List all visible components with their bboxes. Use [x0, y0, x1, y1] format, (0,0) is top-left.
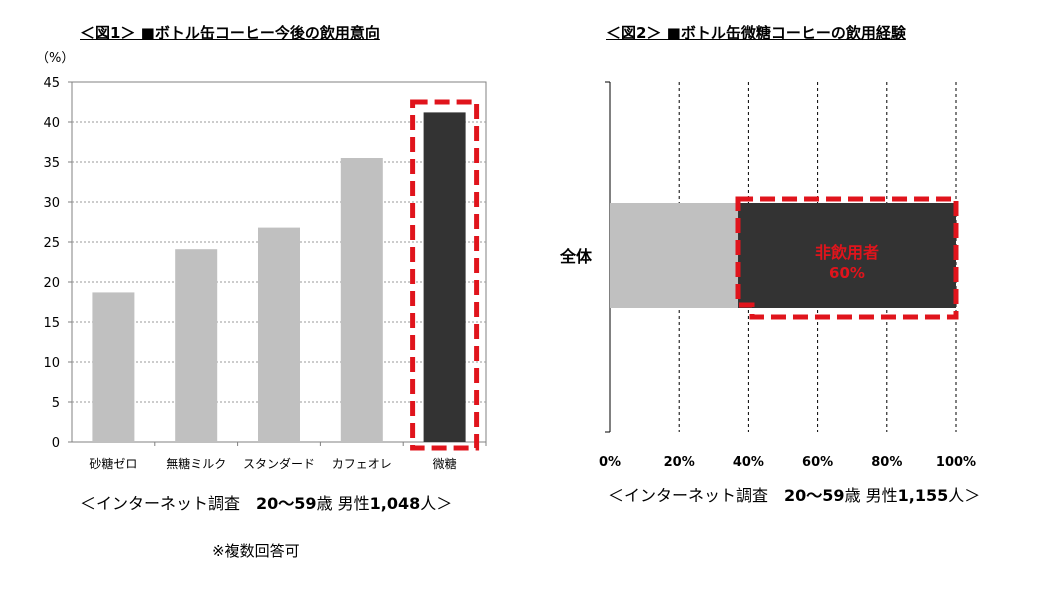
chart2-bar-segment-1	[610, 203, 739, 308]
chart1-bar-5	[423, 112, 466, 443]
chart2-title: ＜図2＞ ■ボトル缶微糖コーヒーの飲用経験	[606, 24, 906, 42]
chart1-x-tick-label: カフェオレ	[332, 457, 392, 471]
chart1-x-tick-label: 砂糖ゼロ	[89, 456, 137, 471]
chart1-y-tick-label: 30	[43, 196, 60, 211]
chart1-survey-note: ＜インターネット調査 20～59歳 男性1,048人＞	[80, 490, 452, 514]
chart2-note-prefix: ＜インターネット調査	[608, 486, 785, 505]
chart1: 0 5 10 15 20 25 30 35 40 45 （%） 砂糖ゼロ 無糖ミルク スタンダード カフェオ…	[36, 51, 487, 471]
chart1-highlight-box	[410, 99, 480, 451]
chart2-category-label: 全体	[559, 247, 593, 266]
chart1-y-tick-label: 5	[52, 396, 60, 411]
chart1-y-tick-label: 45	[43, 76, 60, 91]
chart2-data-label-name: 非飲用者	[815, 243, 879, 262]
chart2: 0% 20% 40% 60% 80% 100% 非飲用者 60% 全体	[559, 81, 976, 470]
chart1-bar-2	[175, 249, 218, 442]
chart2-data-label-value: 60%	[829, 264, 865, 282]
chart2-x-tick-label: 20%	[664, 455, 695, 470]
chart1-bar-1	[92, 292, 135, 442]
chart1-y-tick-label: 35	[43, 156, 60, 171]
chart1-y-tick-label: 15	[43, 316, 60, 331]
chart1-x-tick-label: 無糖ミルク	[166, 456, 226, 471]
chart1-note-prefix: ＜インターネット調査	[80, 494, 257, 513]
chart2-note-age-unit: 歳 男性	[844, 486, 898, 505]
chart1-note-count: 1,048	[369, 494, 421, 513]
chart1-x-tick-label: スタンダード	[243, 456, 315, 471]
chart2-x-tick-label: 100%	[936, 455, 976, 470]
chart1-x-tick-label: 微糖	[433, 456, 457, 471]
chart2-x-tick-label: 60%	[802, 455, 833, 470]
chart2-survey-note: ＜インターネット調査 20～59歳 男性1,155人＞	[608, 482, 980, 506]
chart1-y-tick-label: 10	[43, 356, 60, 371]
chart1-bar-3	[258, 227, 300, 442]
chart1-bar-4	[340, 158, 383, 442]
chart1-footnote: ※複数回答可	[212, 542, 300, 560]
chart2-bar-segment-2	[738, 203, 956, 308]
chart2-note-suffix: 人＞	[948, 486, 981, 505]
chart1-note-age-unit: 歳 男性	[316, 494, 370, 513]
chart1-note-suffix: 人＞	[420, 494, 453, 513]
chart2-x-tick-label: 0%	[599, 455, 621, 470]
chart1-y-tick-label: 40	[43, 116, 60, 131]
chart2-x-tick-label: 80%	[871, 455, 902, 470]
chart1-y-tick-label: 25	[43, 236, 60, 251]
chart2-note-count: 1,155	[897, 486, 949, 505]
chart1-title: ＜図1＞ ■ボトル缶コーヒー今後の飲用意向	[80, 24, 380, 42]
chart1-note-age: 20～59	[256, 494, 317, 513]
chart1-y-axis-label: （%）	[36, 51, 74, 66]
chart2-x-tick-label: 40%	[733, 455, 764, 470]
chart2-note-age: 20～59	[784, 486, 845, 505]
chart1-y-tick-label: 0	[52, 436, 60, 451]
chart1-y-tick-label: 20	[43, 276, 60, 291]
